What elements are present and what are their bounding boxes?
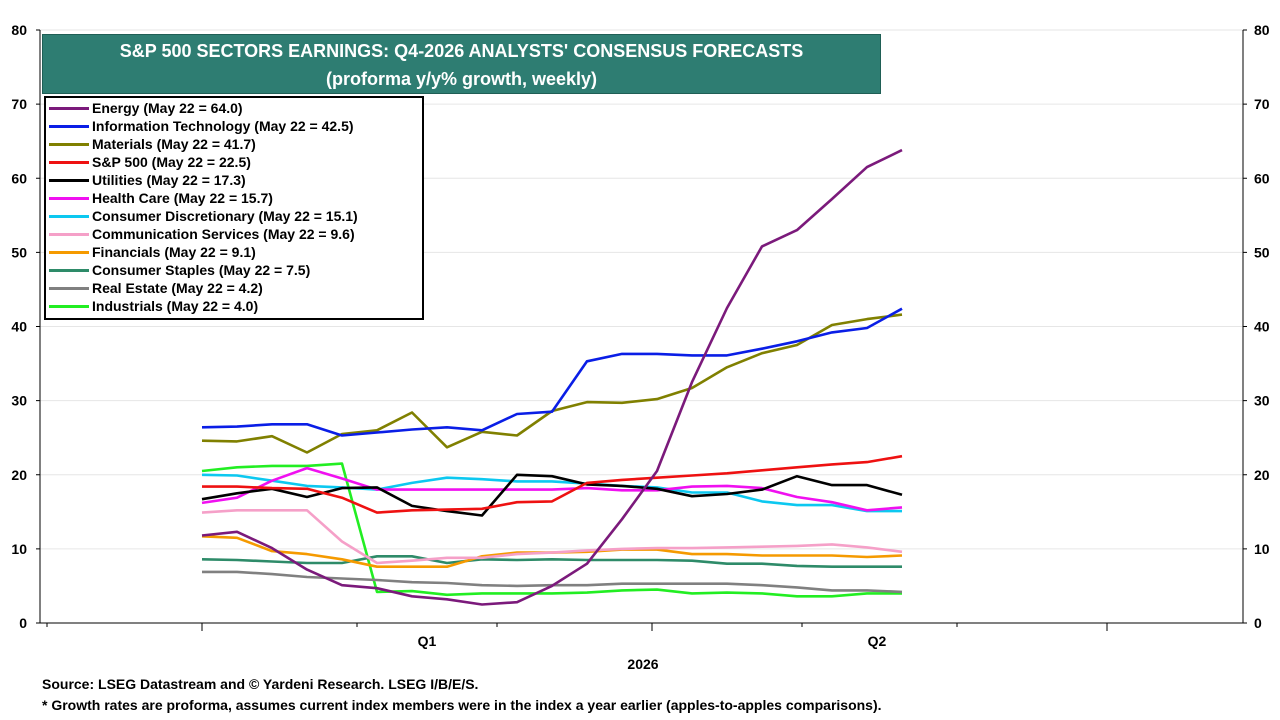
y-tick-label-right: 80 [1254,22,1270,38]
legend-item: Financials (May 22 = 9.1) [46,243,422,261]
y-tick-label-right: 40 [1254,319,1270,335]
y-tick-label-left: 10 [11,541,27,557]
y-tick-label-left: 40 [11,319,27,335]
y-tick-label-right: 0 [1254,615,1262,631]
series-real-estate [202,570,903,594]
legend-item: Communication Services (May 22 = 9.6) [46,225,422,243]
y-tick-label-left: 50 [11,244,27,260]
legend-item: Health Care (May 22 = 15.7) [46,189,422,207]
legend-label: Consumer Discretionary (May 22 = 15.1) [92,208,358,224]
legend-label: Materials (May 22 = 41.7) [92,136,256,152]
legend-swatch [49,305,89,308]
legend-item: Information Technology (May 22 = 42.5) [46,117,422,135]
y-tick-label-right: 10 [1254,541,1270,557]
legend-label: Health Care (May 22 = 15.7) [92,190,273,206]
series-health-care [201,466,903,512]
source-note: Source: LSEG Datastream and © Yardeni Re… [42,676,479,692]
legend-label: Consumer Staples (May 22 = 7.5) [92,262,311,278]
x-axis-ticks: Q1Q2Q32026 [46,623,1108,672]
series-energy [201,148,903,606]
legend-label: S&P 500 (May 22 = 22.5) [92,154,251,170]
y-axis-right-ticks: 0 10 20 30 40 50 60 70 80 [1243,22,1270,631]
legend-item: Utilities (May 22 = 17.3) [46,171,422,189]
y-tick-label-left: 30 [11,393,27,409]
legend-item: Energy (May 22 = 64.0) [46,99,422,117]
legend-swatch [49,251,89,254]
legend-swatch [49,179,89,182]
y-tick-label-right: 70 [1254,96,1270,112]
legend-label: Utilities (May 22 = 17.3) [92,172,246,188]
legend-swatch [49,287,89,290]
legend-item: Consumer Staples (May 22 = 7.5) [46,261,422,279]
y-tick-label-left: 20 [11,467,27,483]
y-tick-label-left: 70 [11,96,27,112]
legend-label: Industrials (May 22 = 4.0) [92,298,259,314]
legend: Energy (May 22 = 64.0) Information Techno… [44,96,424,320]
legend-swatch [49,233,89,236]
series-consumer-staples [201,554,902,569]
legend-swatch [49,161,89,164]
legend-swatch [49,197,89,200]
legend-swatch [49,143,89,146]
y-axis-left-ticks: 0 10 20 30 40 50 60 70 80 [11,22,40,631]
series-utilities [201,473,903,517]
footnote: * Growth rates are proforma, assumes cur… [42,697,882,713]
series-materials [201,313,903,454]
series-information-technology [201,307,903,437]
y-tick-label-right: 50 [1254,244,1270,260]
legend-item: Materials (May 22 = 41.7) [46,135,422,153]
y-tick-label-right: 30 [1254,393,1270,409]
x-tick-label: Q1 [418,633,437,649]
legend-label: Energy (May 22 = 64.0) [92,100,243,116]
legend-label: Information Technology (May 22 = 42.5) [92,118,354,134]
x-year-label: 2026 [627,656,658,672]
y-tick-label-left: 0 [19,615,27,631]
chart-subtitle: (proforma y/y% growth, weekly) [325,69,598,89]
series-communication-services [201,508,903,565]
series-lines [201,148,903,606]
legend-item: Consumer Discretionary (May 22 = 15.1) [46,207,422,225]
series-industrials [201,462,902,598]
legend-label: Real Estate (May 22 = 4.2) [92,280,263,296]
series-consumer-discretionary [201,473,902,513]
y-tick-label-left: 60 [11,170,27,186]
y-tick-label-right: 60 [1254,170,1270,186]
legend-label: Communication Services (May 22 = 9.6) [92,226,355,242]
y-tick-label-left: 80 [11,22,27,38]
legend-swatch [49,107,89,110]
legend-item: Industrials (May 22 = 4.0) [46,297,422,315]
series-sp500 [202,454,903,514]
legend-swatch [49,269,89,272]
legend-swatch [49,125,89,128]
chart-title: S&P 500 SECTORS EARNINGS: Q4-2026 ANALYS… [119,41,804,61]
legend-item: S&P 500 (May 22 = 22.5) [46,153,422,171]
chart-title-box: S&P 500 SECTORS EARNINGS: Q4-2026 ANALYS… [42,34,881,94]
y-tick-label-right: 20 [1254,467,1270,483]
legend-label: Financials (May 22 = 9.1) [92,244,256,260]
legend-swatch [49,215,89,218]
legend-item: Real Estate (May 22 = 4.2) [46,279,422,297]
x-tick-label: Q2 [868,633,887,649]
